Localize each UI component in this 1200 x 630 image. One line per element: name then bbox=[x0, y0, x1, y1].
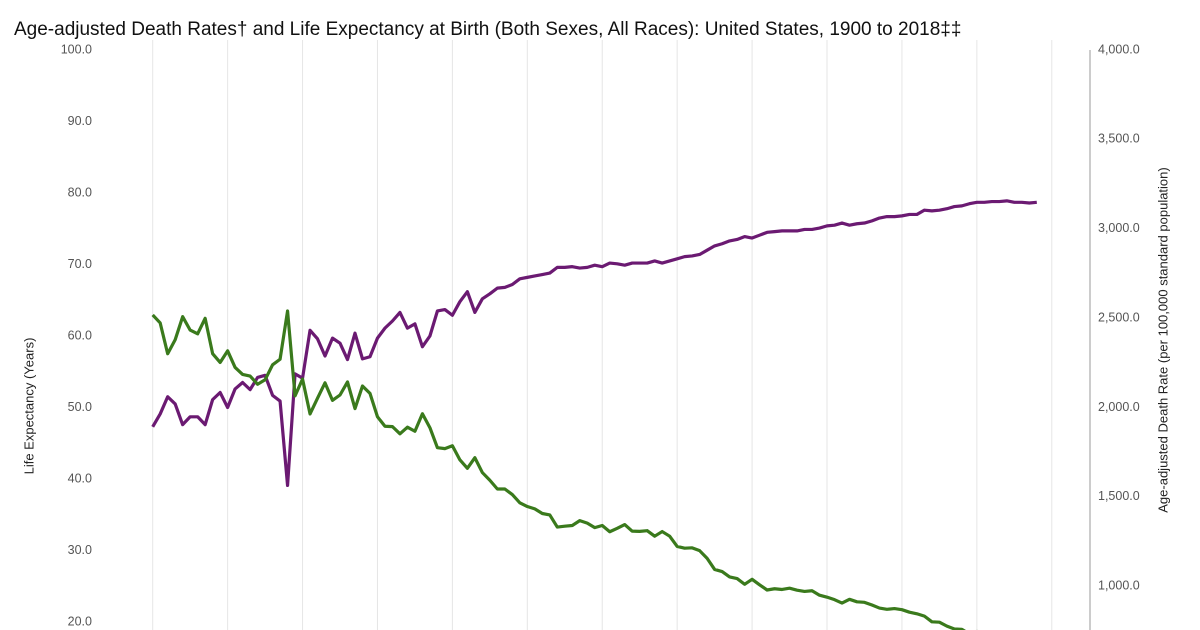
y-tick-label: 40.0 bbox=[68, 471, 92, 485]
series-line bbox=[151, 309, 978, 630]
y-tick-label: 50.0 bbox=[68, 400, 92, 414]
y-tick-label: 70.0 bbox=[68, 257, 92, 271]
y-axis-title: Life Expectancy (Years) bbox=[21, 338, 36, 475]
y-tick-label: 80.0 bbox=[68, 185, 92, 199]
y2-axis-title: Age-adjusted Death Rate (per 100,000 sta… bbox=[1155, 167, 1170, 512]
y2-tick-label: 3,000.0 bbox=[1098, 221, 1140, 235]
y2-tick-label: 4,000.0 bbox=[1098, 42, 1140, 56]
chart-title: Age-adjusted Death Rates† and Life Expec… bbox=[14, 19, 961, 40]
y-tick-label: 90.0 bbox=[68, 114, 92, 128]
y2-tick-label: 1,500.0 bbox=[1098, 489, 1140, 503]
y2-tick-label: 2,500.0 bbox=[1098, 310, 1140, 324]
y-tick-label: 20.0 bbox=[68, 614, 92, 628]
y-tick-label: 60.0 bbox=[68, 328, 92, 342]
plot-area bbox=[151, 199, 1037, 630]
y2-tick-label: 1,000.0 bbox=[1098, 579, 1140, 593]
series-line bbox=[151, 199, 1037, 488]
grid bbox=[152, 40, 1053, 630]
y-tick-label: 100.0 bbox=[61, 42, 92, 56]
y2-tick-label: 2,000.0 bbox=[1098, 400, 1140, 414]
y2-tick-label: 3,500.0 bbox=[1098, 132, 1140, 146]
y-tick-label: 30.0 bbox=[68, 543, 92, 557]
